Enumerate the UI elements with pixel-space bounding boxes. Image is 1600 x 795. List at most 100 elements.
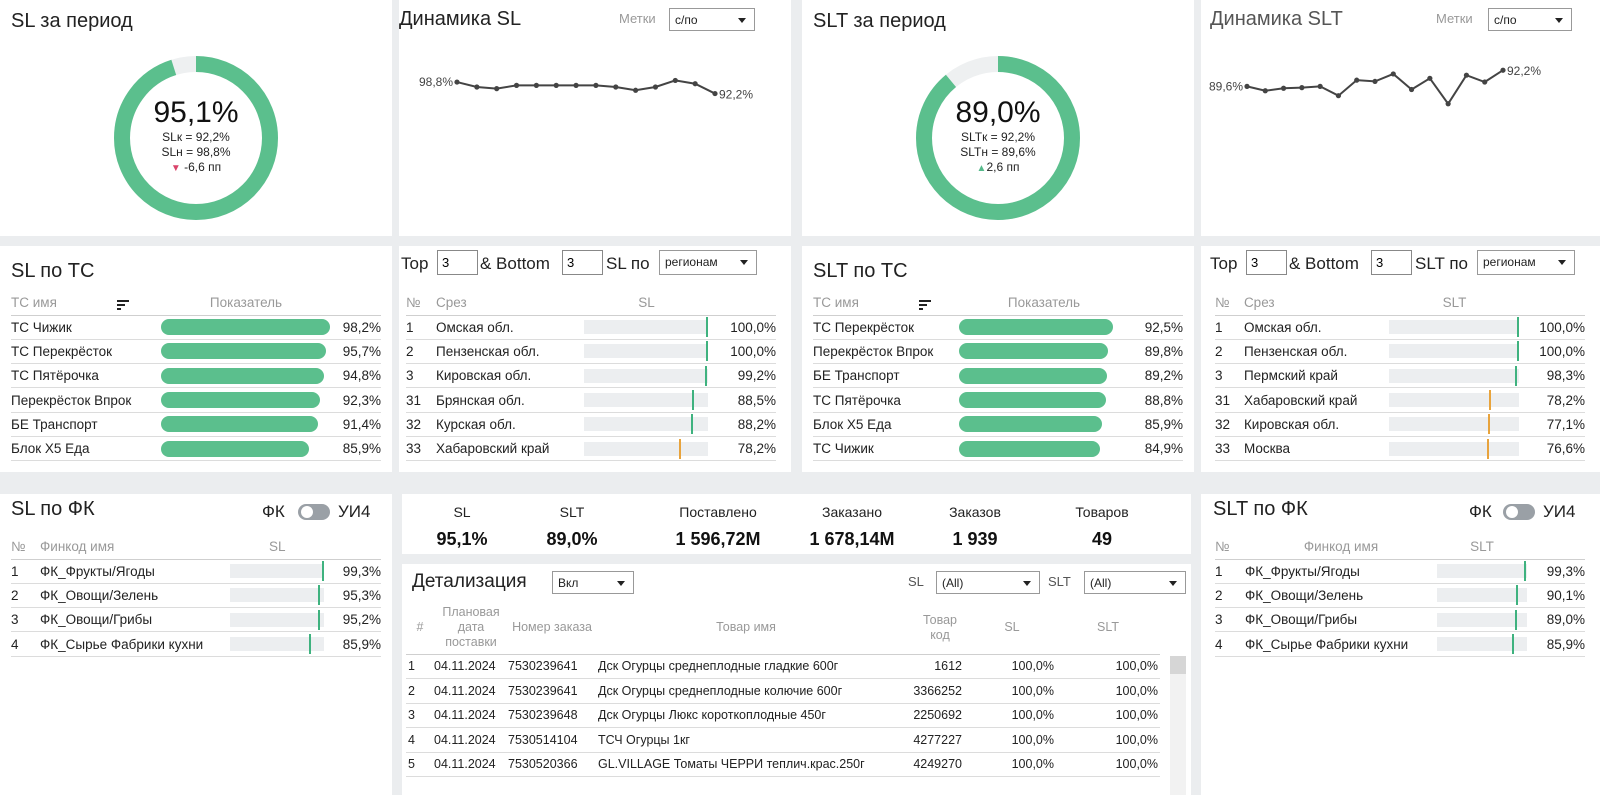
row-name: Хабаровский край bbox=[1243, 387, 1390, 413]
row-name: Хабаровский край bbox=[436, 436, 584, 462]
sl-fk-toggle[interactable] bbox=[298, 504, 330, 520]
data-point[interactable] bbox=[474, 84, 480, 90]
data-point[interactable] bbox=[1317, 83, 1323, 89]
sl-filter-select[interactable]: (All) bbox=[936, 571, 1040, 594]
slt-by-select[interactable]: регионам bbox=[1477, 250, 1575, 275]
data-point[interactable] bbox=[712, 90, 718, 97]
table-row[interactable]: 3 Кировская обл. 99,2% bbox=[406, 363, 776, 389]
slt-bottom-input[interactable] bbox=[1371, 250, 1412, 275]
table-row[interactable]: 2 04.11.2024 7530239641 Дск Огурцы среднепл… bbox=[406, 678, 1160, 704]
value-marker bbox=[1516, 585, 1519, 606]
table-row[interactable]: 1 ФК_Фрукты/Ягоды 99,3% bbox=[1215, 559, 1585, 584]
table-row[interactable]: 4 ФК_Сырье Фабрики кухни 85,9% bbox=[1215, 631, 1585, 657]
table-row[interactable]: 2 ФК_Овощи/Зелень 95,3% bbox=[11, 583, 381, 609]
sl-top-input[interactable] bbox=[437, 250, 478, 275]
table-row[interactable]: 31 Брянская обл. 88,5% bbox=[406, 387, 776, 413]
data-point[interactable] bbox=[454, 79, 460, 85]
table-row[interactable]: ТС Пятёрочка 88,8% bbox=[813, 387, 1183, 413]
table-row[interactable]: 2 ФК_Овощи/Зелень 90,1% bbox=[1215, 583, 1585, 609]
order-number: 7530239641 bbox=[508, 678, 596, 704]
table-row[interactable]: Блок X5 Еда 85,9% bbox=[813, 412, 1183, 437]
planned-date: 04.11.2024 bbox=[434, 727, 508, 753]
data-point[interactable] bbox=[613, 84, 619, 90]
table-row[interactable]: ТС Перекрёсток 95,7% bbox=[11, 339, 381, 365]
data-point[interactable] bbox=[1299, 85, 1305, 91]
table-row[interactable]: ТС Чижик 98,2% bbox=[11, 315, 381, 340]
data-point[interactable] bbox=[513, 82, 520, 88]
slt-fk-toggle[interactable] bbox=[1503, 504, 1535, 520]
table-row[interactable]: 32 Курская обл. 88,2% bbox=[406, 412, 776, 437]
table-row[interactable]: 4 ФК_Сырье Фабрики кухни 85,9% bbox=[11, 631, 381, 657]
data-point[interactable] bbox=[494, 86, 500, 92]
table-row[interactable]: 1 ФК_Фрукты/Ягоды 99,3% bbox=[11, 559, 381, 584]
table-row[interactable]: 2 Пензенская обл. 100,0% bbox=[406, 339, 776, 365]
table-row[interactable]: 4 04.11.2024 7530514104 ТСЧ Огурцы 1кг 42772… bbox=[406, 727, 1160, 753]
slt-metki-select[interactable]: с/по bbox=[1488, 8, 1572, 31]
item-name: GL.VILLAGE Томаты ЧЕРРИ теплич.крас.250г bbox=[596, 752, 896, 777]
data-point[interactable] bbox=[1244, 83, 1250, 89]
tc-name: ТС Чижик bbox=[813, 436, 959, 462]
data-point[interactable] bbox=[672, 77, 678, 84]
table-row[interactable]: 1 Омская обл. 100,0% bbox=[406, 315, 776, 340]
table-row[interactable]: 3 ФК_Овощи/Грибы 89,0% bbox=[1215, 607, 1585, 633]
table-row[interactable]: 1 04.11.2024 7530239641 Дск Огурцы среднепл… bbox=[406, 654, 1160, 679]
table-row[interactable]: 1 Омская обл. 100,0% bbox=[1215, 315, 1585, 340]
row-name: ФК_Сырье Фабрики кухни bbox=[1245, 631, 1437, 657]
tc-value: 88,8% bbox=[1129, 387, 1183, 413]
table-row[interactable]: 3 04.11.2024 7530239648 Дск Огурцы Люкс кор… bbox=[406, 703, 1160, 728]
table-row[interactable]: ТС Пятёрочка 94,8% bbox=[11, 363, 381, 389]
table-row[interactable]: Перекрёсток Впрок 92,3% bbox=[11, 387, 381, 413]
table-row[interactable]: 33 Хабаровский край 78,2% bbox=[406, 436, 776, 462]
data-point[interactable] bbox=[1463, 72, 1470, 78]
data-point[interactable] bbox=[1390, 71, 1396, 77]
value-track bbox=[584, 390, 708, 411]
table-row[interactable]: ТС Перекрёсток 92,5% bbox=[813, 315, 1183, 340]
data-point[interactable] bbox=[593, 82, 599, 88]
bar-cell bbox=[1389, 387, 1520, 413]
table-row[interactable]: 5 04.11.2024 7530520366 GL.VILLAGE Томаты Ч… bbox=[406, 752, 1160, 777]
table-row[interactable]: Перекрёсток Впрок 89,8% bbox=[813, 339, 1183, 365]
data-point[interactable] bbox=[573, 82, 579, 88]
sl-by-select[interactable]: регионам bbox=[659, 250, 757, 275]
data-point[interactable] bbox=[633, 87, 639, 93]
table-row[interactable]: 31 Хабаровский край 78,2% bbox=[1215, 387, 1585, 413]
data-point[interactable] bbox=[1482, 79, 1488, 85]
tc-value: 84,9% bbox=[1129, 436, 1183, 462]
data-point[interactable] bbox=[1427, 75, 1433, 81]
table-row[interactable]: 3 ФК_Овощи/Грибы 95,2% bbox=[11, 607, 381, 633]
slt-top-input[interactable] bbox=[1246, 250, 1287, 275]
data-point[interactable] bbox=[1280, 85, 1287, 91]
detail-scrollbar-thumb[interactable] bbox=[1170, 656, 1186, 674]
col-sl: SL bbox=[230, 535, 325, 560]
data-point[interactable] bbox=[692, 81, 698, 87]
tc-name: БЕ Транспорт bbox=[813, 363, 959, 389]
detail-mode-select[interactable]: Вкл bbox=[552, 571, 634, 594]
table-row[interactable]: БЕ Транспорт 89,2% bbox=[813, 363, 1183, 389]
data-point[interactable] bbox=[1372, 78, 1378, 85]
data-point[interactable] bbox=[1335, 93, 1342, 99]
sl-metki-select[interactable]: с/по bbox=[669, 8, 755, 31]
value-bar bbox=[161, 440, 309, 457]
row-value: 100,0% bbox=[1519, 339, 1585, 365]
table-row[interactable]: 33 Москва 76,6% bbox=[1215, 436, 1585, 462]
table-row[interactable]: 3 Пермский край 98,3% bbox=[1215, 363, 1585, 389]
table-row[interactable]: ТС Чижик 84,9% bbox=[813, 436, 1183, 462]
data-point[interactable] bbox=[1445, 101, 1451, 107]
value-track bbox=[1437, 585, 1527, 606]
data-point[interactable] bbox=[1262, 88, 1268, 94]
row-name: ФК_Овощи/Грибы bbox=[40, 607, 231, 633]
table-row[interactable]: Блок X5 Еда 85,9% bbox=[11, 436, 381, 462]
row-name: Омская обл. bbox=[1243, 315, 1390, 340]
table-row[interactable]: 2 Пензенская обл. 100,0% bbox=[1215, 339, 1585, 365]
detail-scrollbar[interactable] bbox=[1170, 656, 1186, 795]
table-row[interactable]: 32 Кировская обл. 77,1% bbox=[1215, 412, 1585, 437]
sl-bottom-input[interactable] bbox=[562, 250, 603, 275]
table-row[interactable]: БЕ Транспорт 91,4% bbox=[11, 412, 381, 437]
data-point[interactable] bbox=[1500, 67, 1506, 73]
data-point[interactable] bbox=[1354, 77, 1360, 83]
data-point[interactable] bbox=[553, 82, 559, 88]
data-point[interactable] bbox=[533, 82, 539, 88]
data-point[interactable] bbox=[652, 84, 659, 90]
data-point[interactable] bbox=[1408, 86, 1415, 93]
slt-filter-select[interactable]: (All) bbox=[1084, 571, 1186, 594]
